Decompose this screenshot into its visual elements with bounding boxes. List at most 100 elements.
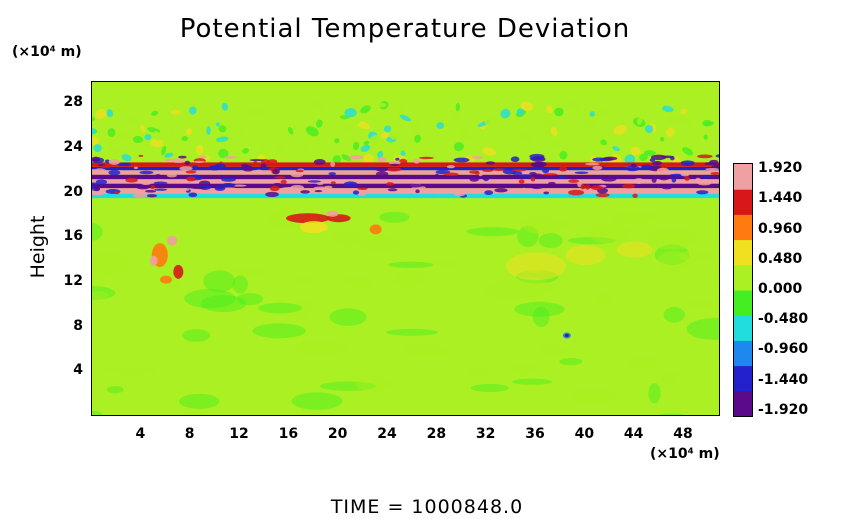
wave-ripple bbox=[370, 134, 381, 145]
field-patch bbox=[343, 275, 373, 288]
wave-ripple bbox=[363, 140, 370, 146]
colorbar-label: -0.480 bbox=[758, 311, 809, 328]
band-texture bbox=[193, 160, 205, 163]
field-patch bbox=[626, 356, 658, 369]
wave-ripple bbox=[164, 152, 174, 158]
band-texture bbox=[357, 192, 367, 197]
band-texture bbox=[214, 163, 226, 169]
wave-ripple bbox=[436, 122, 445, 129]
band-texture bbox=[92, 182, 99, 187]
field-patch bbox=[233, 265, 263, 276]
field-patch bbox=[252, 323, 306, 339]
band-texture bbox=[340, 189, 350, 194]
stratified-layer bbox=[92, 188, 719, 194]
field-patch bbox=[258, 302, 302, 314]
wave-ripple bbox=[521, 132, 532, 143]
band-texture bbox=[300, 190, 311, 194]
wave-ripple bbox=[305, 126, 319, 137]
field-patch bbox=[559, 358, 583, 366]
band-texture bbox=[242, 166, 254, 172]
band-texture bbox=[658, 174, 670, 181]
colorbar-swatch bbox=[734, 214, 752, 241]
band-texture bbox=[656, 167, 669, 174]
wave-ripple bbox=[679, 116, 692, 126]
band-texture bbox=[150, 185, 155, 190]
field-patch bbox=[92, 291, 109, 300]
colorbar-swatch bbox=[734, 365, 752, 392]
band-texture bbox=[144, 189, 157, 193]
wave-ripple bbox=[546, 105, 553, 114]
wave-ripple bbox=[352, 141, 360, 151]
wave-ripple bbox=[218, 125, 227, 133]
band-texture bbox=[105, 159, 110, 164]
band-texture bbox=[418, 156, 434, 160]
band-texture bbox=[375, 166, 389, 172]
wave-ripple bbox=[144, 134, 152, 141]
band-texture bbox=[680, 160, 695, 166]
wave-ripple bbox=[398, 107, 405, 116]
band-texture bbox=[603, 156, 618, 161]
x-tick-label: 32 bbox=[475, 426, 496, 442]
band-texture bbox=[585, 162, 600, 166]
wave-ripple bbox=[554, 107, 564, 117]
wave-ripple bbox=[341, 154, 351, 162]
wave-ripple bbox=[516, 108, 524, 116]
field-patch bbox=[466, 227, 519, 237]
band-texture bbox=[214, 186, 226, 191]
band-texture bbox=[93, 168, 107, 174]
band-texture bbox=[343, 181, 358, 188]
band-texture bbox=[154, 188, 168, 191]
band-texture bbox=[372, 191, 378, 194]
field-patch bbox=[379, 211, 410, 223]
colorbar-label: 1.440 bbox=[758, 190, 803, 207]
field-patch bbox=[663, 306, 685, 323]
wave-ripple bbox=[550, 137, 562, 146]
band-texture bbox=[406, 183, 423, 188]
band-texture bbox=[595, 192, 610, 198]
wave-ripple bbox=[453, 142, 464, 152]
band-texture bbox=[140, 180, 152, 186]
wave-ripple bbox=[680, 108, 687, 115]
band-texture bbox=[701, 175, 712, 178]
field-background bbox=[92, 82, 719, 415]
wave-ripple bbox=[153, 131, 161, 141]
wave-ripple bbox=[107, 147, 119, 154]
band-texture bbox=[255, 169, 263, 173]
wave-ripple bbox=[170, 129, 176, 137]
wave-ripple bbox=[151, 110, 159, 116]
x-tick-label: 4 bbox=[135, 426, 146, 442]
field-patch bbox=[312, 345, 340, 354]
x-tick-label: 44 bbox=[623, 426, 644, 442]
wave-ripple bbox=[449, 110, 462, 120]
band-texture bbox=[221, 177, 236, 182]
band-texture bbox=[649, 158, 656, 162]
wave-ripple bbox=[170, 109, 181, 115]
band-texture bbox=[710, 171, 719, 175]
field-patch bbox=[512, 378, 552, 385]
wave-ripple bbox=[482, 147, 497, 156]
wave-ripple bbox=[615, 118, 620, 123]
wave-ripple bbox=[383, 125, 392, 133]
band-texture bbox=[601, 176, 617, 182]
y-tick-label: 24 bbox=[63, 139, 83, 155]
band-texture bbox=[182, 188, 190, 191]
band-texture bbox=[661, 184, 673, 190]
wave-ripple bbox=[315, 119, 323, 128]
warm-anomaly bbox=[167, 235, 178, 246]
field-patch bbox=[332, 230, 361, 247]
band-texture bbox=[580, 183, 586, 190]
wave-ripple bbox=[624, 154, 636, 165]
wave-ripple bbox=[376, 102, 387, 108]
wave-ripple bbox=[334, 138, 340, 144]
field-patch bbox=[291, 392, 343, 410]
field-patch bbox=[92, 223, 103, 241]
band-texture bbox=[136, 185, 150, 190]
band-texture bbox=[492, 168, 505, 172]
x-tick-label: 24 bbox=[377, 426, 397, 442]
plot-area bbox=[91, 81, 720, 416]
wave-ripple bbox=[667, 115, 679, 126]
band-texture bbox=[669, 155, 675, 161]
wave-ripple bbox=[388, 131, 401, 140]
colorbar bbox=[733, 163, 753, 417]
band-texture bbox=[517, 174, 534, 178]
